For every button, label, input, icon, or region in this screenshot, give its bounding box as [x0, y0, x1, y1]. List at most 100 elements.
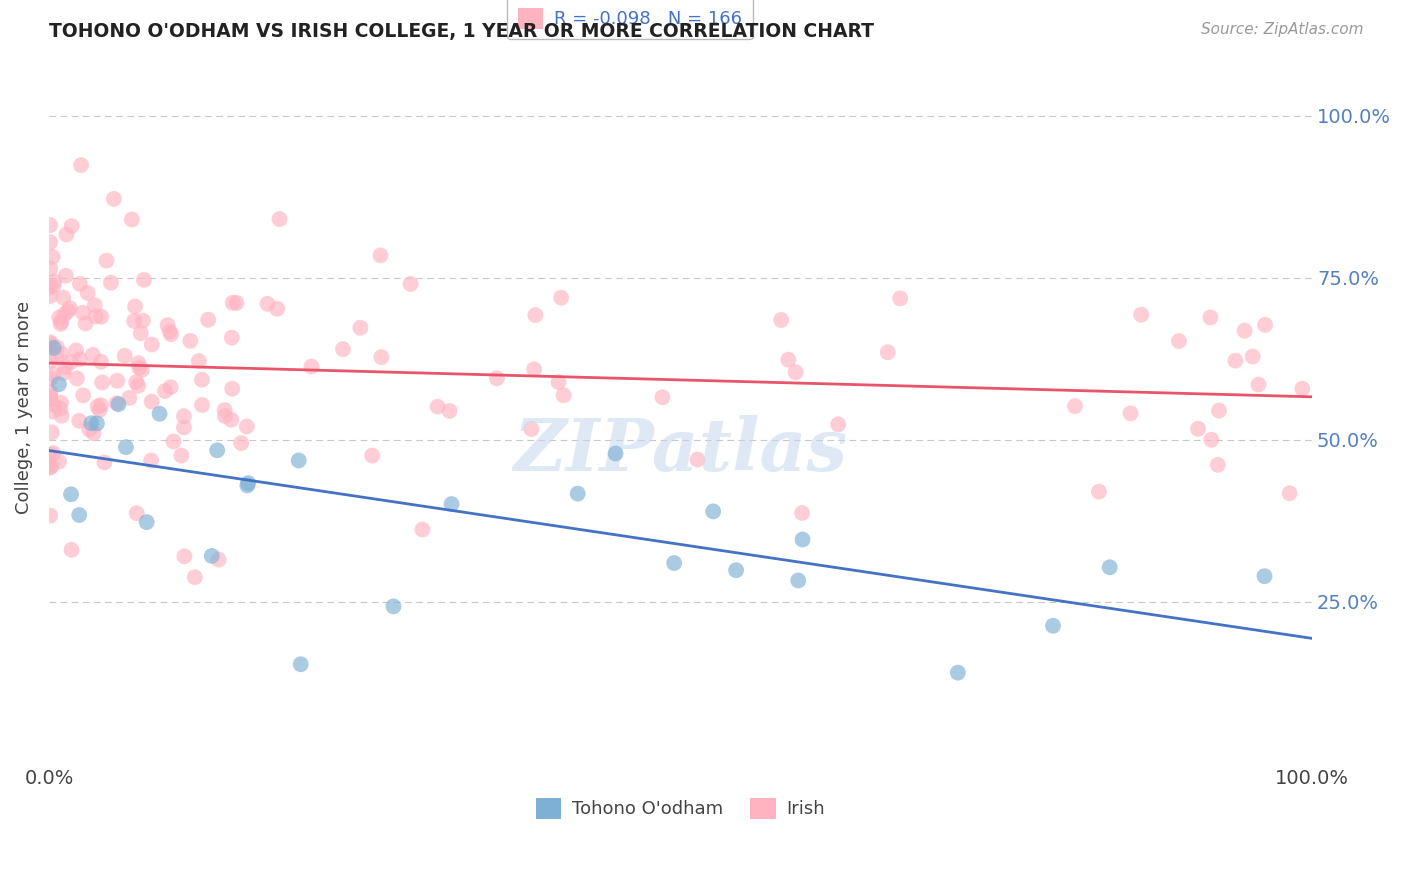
Irish — [127, 356, 149, 370]
Irish — [52, 291, 75, 305]
Irish — [55, 360, 77, 375]
Irish — [49, 401, 72, 416]
Tohono O'odham — [946, 665, 969, 680]
Irish — [156, 318, 179, 333]
Tohono O'odham — [702, 504, 724, 518]
Tohono O'odham — [1098, 560, 1121, 574]
Irish — [79, 423, 101, 437]
Tohono O'odham — [664, 556, 686, 570]
Irish — [51, 409, 73, 423]
Irish — [127, 379, 149, 393]
Irish — [141, 337, 163, 351]
Irish — [51, 347, 73, 361]
Irish — [39, 450, 62, 464]
Irish — [41, 425, 63, 440]
Irish — [60, 219, 83, 233]
Irish — [1201, 433, 1223, 447]
Irish — [1206, 458, 1229, 472]
Irish — [141, 394, 163, 409]
Irish — [485, 371, 508, 385]
Irish — [411, 523, 433, 537]
Irish — [96, 253, 118, 268]
Irish — [39, 280, 62, 294]
Irish — [39, 261, 62, 276]
Irish — [179, 334, 201, 348]
Irish — [1187, 422, 1209, 436]
Irish — [39, 460, 62, 475]
Irish — [778, 352, 800, 367]
Irish — [67, 414, 90, 428]
Irish — [90, 398, 112, 412]
Irish — [651, 390, 673, 404]
Irish — [55, 268, 77, 283]
Irish — [889, 292, 911, 306]
Irish — [125, 375, 148, 389]
Irish — [439, 404, 461, 418]
Irish — [1241, 350, 1264, 364]
Irish — [231, 436, 253, 450]
Irish — [72, 306, 94, 320]
Irish — [221, 295, 243, 310]
Irish — [399, 277, 422, 291]
Irish — [187, 354, 209, 368]
Irish — [90, 355, 112, 369]
Irish — [91, 376, 114, 390]
Irish — [876, 345, 898, 359]
Irish — [39, 335, 62, 350]
Irish — [173, 409, 195, 424]
Irish — [56, 304, 79, 318]
Tohono O'odham — [107, 397, 129, 411]
Irish — [82, 348, 104, 362]
Irish — [39, 372, 62, 386]
Irish — [42, 398, 65, 412]
Irish — [269, 212, 291, 227]
Irish — [370, 350, 392, 364]
Irish — [547, 375, 569, 389]
Tohono O'odham — [80, 416, 103, 430]
Irish — [426, 400, 449, 414]
Tohono O'odham — [42, 341, 65, 355]
Irish — [53, 307, 76, 321]
Irish — [184, 570, 207, 584]
Irish — [207, 552, 229, 566]
Irish — [550, 291, 572, 305]
Tohono O'odham — [148, 407, 170, 421]
Irish — [1208, 403, 1230, 417]
Irish — [39, 218, 62, 232]
Irish — [100, 276, 122, 290]
Irish — [41, 404, 63, 418]
Y-axis label: College, 1 year or more: College, 1 year or more — [15, 301, 32, 514]
Irish — [59, 355, 82, 369]
Tohono O'odham — [787, 574, 810, 588]
Tohono O'odham — [440, 497, 463, 511]
Irish — [191, 398, 214, 412]
Irish — [173, 420, 195, 434]
Irish — [65, 343, 87, 358]
Irish — [524, 308, 547, 322]
Irish — [39, 235, 62, 250]
Irish — [128, 360, 150, 375]
Irish — [55, 227, 77, 242]
Irish — [39, 339, 62, 353]
Text: Source: ZipAtlas.com: Source: ZipAtlas.com — [1201, 22, 1364, 37]
Irish — [48, 455, 70, 469]
Irish — [103, 192, 125, 206]
Irish — [39, 459, 62, 474]
Irish — [72, 388, 94, 402]
Tohono O'odham — [1042, 619, 1064, 633]
Tohono O'odham — [238, 476, 260, 491]
Irish — [42, 446, 65, 460]
Irish — [266, 301, 288, 316]
Irish — [370, 248, 392, 262]
Irish — [42, 279, 65, 293]
Irish — [221, 382, 243, 396]
Irish — [1254, 318, 1277, 332]
Irish — [45, 350, 67, 364]
Irish — [770, 313, 793, 327]
Irish — [83, 298, 105, 312]
Irish — [39, 336, 62, 351]
Irish — [52, 366, 75, 380]
Irish — [173, 549, 195, 564]
Irish — [39, 289, 62, 303]
Irish — [129, 326, 152, 341]
